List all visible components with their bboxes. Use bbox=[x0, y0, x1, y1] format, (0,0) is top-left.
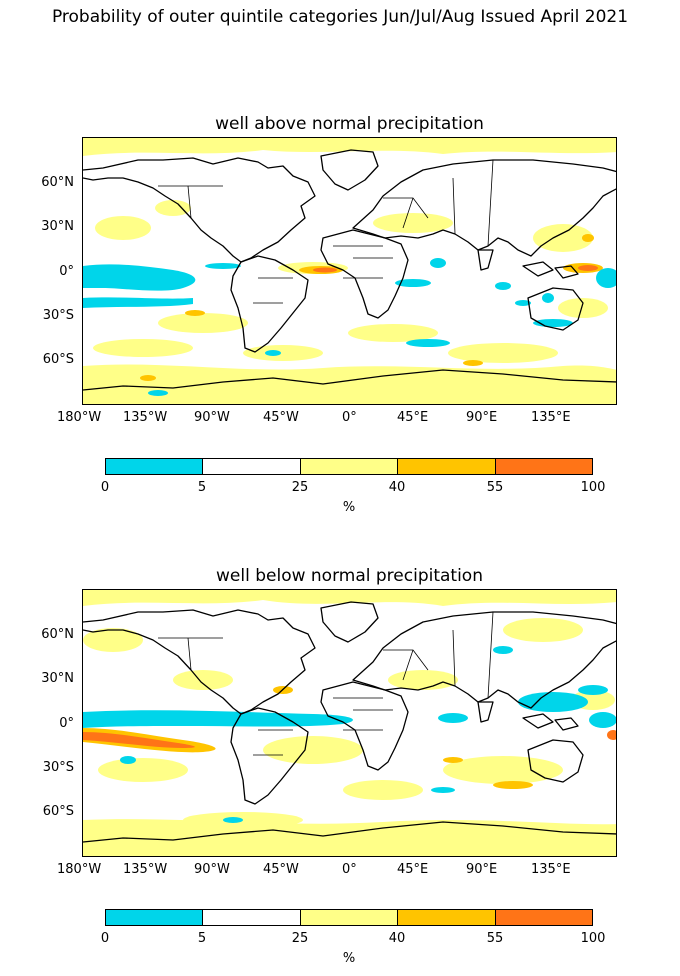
colorbar-2 bbox=[105, 909, 593, 926]
colorbar-2-label-55: 55 bbox=[486, 931, 504, 946]
lon-label-45e: 45°E bbox=[397, 862, 429, 877]
colorbar-2-seg-4 bbox=[495, 910, 593, 925]
map-1-canvas bbox=[83, 138, 616, 404]
lon-label-180w: 180°W bbox=[57, 410, 102, 425]
colorbar-2-seg-2 bbox=[300, 910, 399, 925]
lat-label-30s: 30°S bbox=[42, 760, 74, 775]
colorbar-1-label-0: 0 bbox=[100, 480, 110, 495]
lat-label-30n: 30°N bbox=[41, 671, 74, 686]
lon-label-90w: 90°W bbox=[194, 410, 230, 425]
coastlines-2 bbox=[83, 601, 616, 843]
colorbar-1-seg-0 bbox=[106, 459, 204, 474]
probability-shading-2 bbox=[83, 590, 616, 856]
colorbar-2-label-40: 40 bbox=[388, 931, 406, 946]
probability-shading-1 bbox=[83, 138, 616, 404]
colorbar-1 bbox=[105, 458, 593, 475]
lon-label-90w: 90°W bbox=[194, 862, 230, 877]
lon-label-45w: 45°W bbox=[263, 862, 299, 877]
lat-label-0: 0° bbox=[59, 264, 74, 279]
colorbar-1-label-40: 40 bbox=[388, 480, 406, 495]
lon-label-0: 0° bbox=[342, 410, 357, 425]
colorbar-1-label-5: 5 bbox=[197, 480, 207, 495]
colorbar-1-seg-1 bbox=[203, 459, 301, 474]
colorbar-1-label-55: 55 bbox=[486, 480, 504, 495]
lon-label-0: 0° bbox=[342, 862, 357, 877]
map-panel-1 bbox=[82, 137, 617, 405]
lat-label-60n: 60°N bbox=[41, 627, 74, 642]
lon-label-180w: 180°W bbox=[57, 862, 102, 877]
colorbar-2-label-0: 0 bbox=[100, 931, 110, 946]
lat-label-30s: 30°S bbox=[42, 308, 74, 323]
colorbar-1-seg-2 bbox=[300, 459, 399, 474]
panel-1-title: well above normal precipitation bbox=[215, 114, 484, 134]
colorbar-1-seg-3 bbox=[398, 459, 496, 474]
figure-title: Probability of outer quintile categories… bbox=[51, 7, 629, 27]
lat-label-60s: 60°S bbox=[42, 352, 74, 367]
lat-label-60n: 60°N bbox=[41, 175, 74, 190]
lon-label-135w: 135°W bbox=[123, 862, 168, 877]
lon-label-90e: 90°E bbox=[466, 410, 498, 425]
colorbar-2-seg-3 bbox=[398, 910, 496, 925]
lat-label-30n: 30°N bbox=[41, 219, 74, 234]
lon-label-45e: 45°E bbox=[397, 410, 429, 425]
colorbar-1-label-25: 25 bbox=[291, 480, 309, 495]
colorbar-1-unit: % bbox=[342, 500, 356, 515]
map-panel-2 bbox=[82, 589, 617, 857]
lon-label-90e: 90°E bbox=[466, 862, 498, 877]
colorbar-2-label-5: 5 bbox=[197, 931, 207, 946]
lon-label-135e: 135°E bbox=[531, 410, 571, 425]
lat-label-60s: 60°S bbox=[42, 804, 74, 819]
panel-2-title: well below normal precipitation bbox=[216, 566, 483, 586]
lon-label-45w: 45°W bbox=[263, 410, 299, 425]
colorbar-2-seg-0 bbox=[106, 910, 204, 925]
colorbar-2-label-100: 100 bbox=[580, 931, 606, 946]
lon-label-135e: 135°E bbox=[531, 862, 571, 877]
colorbar-1-label-100: 100 bbox=[580, 480, 606, 495]
colorbar-1-seg-4 bbox=[495, 459, 593, 474]
colorbar-2-seg-1 bbox=[203, 910, 301, 925]
lat-label-0: 0° bbox=[59, 716, 74, 731]
colorbar-2-label-25: 25 bbox=[291, 931, 309, 946]
map-2-canvas bbox=[83, 590, 616, 856]
lon-label-135w: 135°W bbox=[123, 410, 168, 425]
colorbar-2-unit: % bbox=[342, 951, 356, 966]
coastlines-1 bbox=[83, 149, 616, 391]
